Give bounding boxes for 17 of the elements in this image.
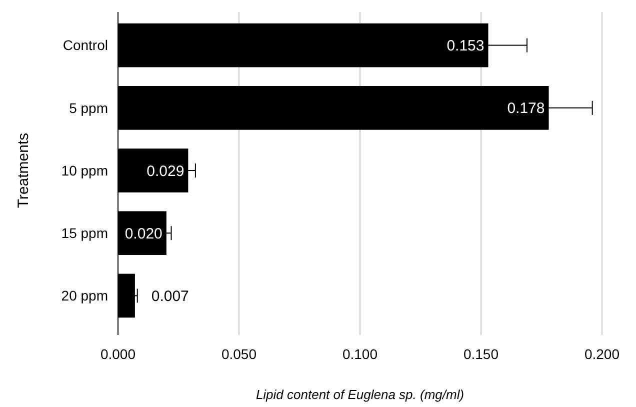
x-tick-label: 0.200 <box>584 346 620 362</box>
y-tick-label: Control <box>62 37 108 54</box>
y-tick-label: 10 ppm <box>61 162 108 178</box>
y-tick-label: 15 ppm <box>61 225 108 241</box>
data-label: 0.020 <box>124 225 162 242</box>
x-tick-label: 0.000 <box>100 346 136 362</box>
x-tick-label: 0.100 <box>342 346 378 362</box>
data-label: 0.153 <box>446 38 484 55</box>
data-label: 0.178 <box>507 100 545 118</box>
x-tick-label: 0.150 <box>463 346 499 362</box>
data-label: 0.029 <box>146 162 184 180</box>
y-axis-title: Treatments <box>15 132 32 208</box>
x-tick-label: 0.050 <box>221 346 257 362</box>
y-tick-label: 5 ppm <box>69 100 108 116</box>
y-tick-label: 20 ppm <box>61 288 108 304</box>
x-axis-title: Lipid content of Euglena sp. (mg/ml) <box>256 387 464 402</box>
data-label: 0.007 <box>151 288 189 305</box>
